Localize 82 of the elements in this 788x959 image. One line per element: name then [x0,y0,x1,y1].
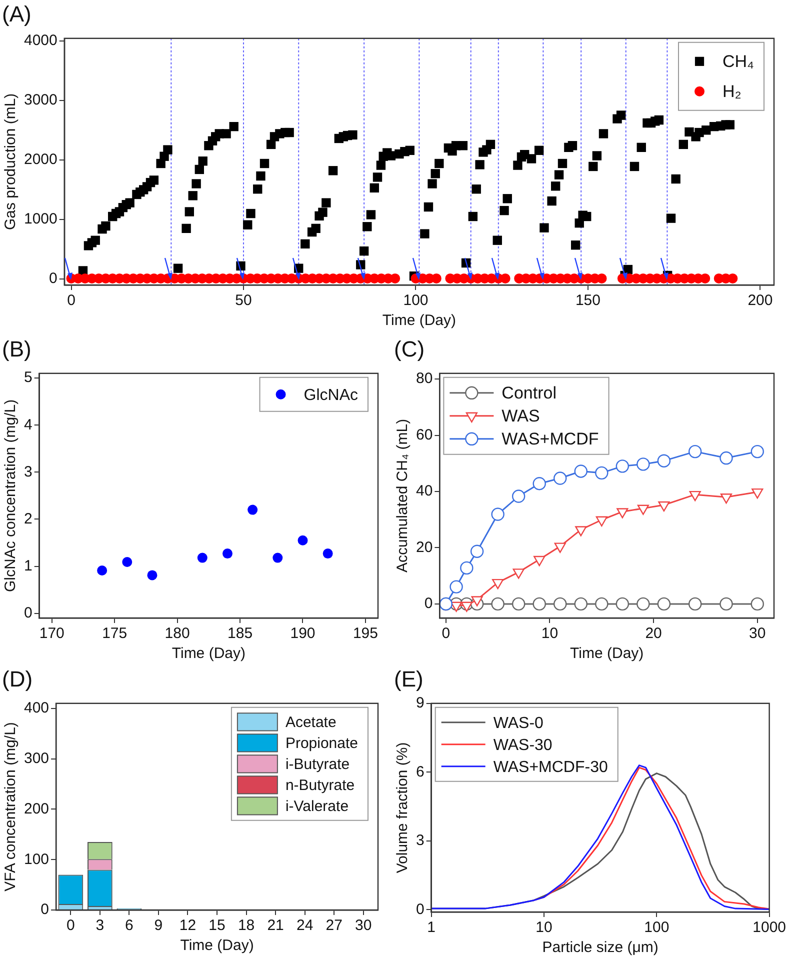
y-axis-title: Volume fraction (%) [394,742,412,874]
x-tick-label: 200 [748,292,773,310]
chart-title: (E) [394,666,424,692]
x-axis-title: Time (Day) [180,937,254,954]
x-axis-title: Time (Day) [382,312,456,330]
legend-label: WAS [502,406,540,426]
x-tick-label: 10 [536,919,552,936]
x-tick-label: 185 [228,625,253,642]
y-tick-label: 300 [24,750,50,767]
legend-label: n-Butyrate [285,777,355,794]
y-tick-label: 5 [24,369,32,386]
x-tick-label: 50 [235,292,252,310]
y-tick-label: 80 [416,370,433,388]
x-tick-label: 24 [296,917,314,934]
x-tick-label: 30 [749,625,766,642]
legend-label: i-Butyrate [285,756,350,774]
legend-label: CH₄ [722,52,754,72]
y-tick-label: 9 [416,694,424,712]
chart-title: (B) [2,336,32,362]
legend-label: WAS+MCDF [502,430,599,449]
legend-label: Acetate [285,714,336,732]
y-tick-label: 3 [416,832,424,850]
x-tick-label: 10 [541,625,558,642]
y-tick-label: 400 [24,700,50,717]
legend-label: H₂ [722,82,742,102]
x-tick-label: 180 [164,625,190,642]
x-tick-label: 12 [179,917,196,934]
y-tick-label: 4 [24,416,32,434]
y-tick-label: 20 [416,538,433,556]
y-tick-label: 0 [24,604,32,622]
legend-label: Control [502,384,556,403]
x-tick-label: 195 [352,625,378,642]
y-tick-label: 60 [416,426,433,444]
x-axis-title: Time (Day) [172,645,246,662]
y-tick-label: 2 [24,510,32,528]
x-tick-label: 27 [326,917,342,934]
y-tick-label: 2000 [24,151,58,168]
y-tick-label: 1000 [24,210,58,228]
x-axis-title: Time (Day) [570,645,644,662]
x-tick-label: 20 [645,625,662,642]
x-tick-label: 21 [267,917,284,934]
x-tick-label: 9 [154,917,163,934]
legend-label: WAS-0 [493,714,544,732]
y-tick-label: 3 [24,463,32,480]
x-tick-label: 3 [96,917,104,934]
y-axis-title: GlcNAc concentration (mg/L) [2,399,20,592]
x-axis-title: Particle size (μm) [542,939,658,956]
y-tick-label: 0 [49,270,58,288]
legend-label: Propionate [285,735,358,752]
y-tick-label: 1 [24,557,32,574]
y-tick-label: 3000 [24,91,58,108]
x-tick-label: 15 [208,917,226,934]
y-tick-label: 100 [24,850,50,868]
y-tick-label: 200 [24,800,50,818]
legend-label: WAS-30 [493,736,552,754]
y-axis-title: Gas production (mL) [2,93,20,230]
chart-title: (C) [394,336,425,362]
legend-label: GlcNAc [304,386,358,404]
chart-title: (A) [2,1,32,26]
y-tick-label: 6 [416,763,424,780]
y-tick-label: 0 [40,901,50,918]
x-tick-label: 1000 [752,919,786,936]
legend-label: i-Valerate [285,798,349,816]
chart-title: (D) [2,666,33,692]
legend-label: WAS+MCDF-30 [493,758,608,776]
y-tick-label: 0 [424,595,433,612]
y-axis-title: Accumulated CH₄ (mL) [394,418,412,573]
x-tick-label: 190 [290,625,316,642]
x-tick-label: 30 [355,917,372,934]
x-tick-label: 6 [125,917,134,934]
x-tick-label: 170 [39,625,64,642]
x-tick-label: 0 [442,625,450,642]
x-tick-label: 100 [644,919,670,936]
x-tick-label: 0 [67,292,76,310]
x-tick-label: 175 [102,625,128,642]
x-tick-label: 0 [66,917,75,934]
y-axis-title: VFA concentration (mg/L) [2,722,20,892]
x-tick-label: 150 [575,292,600,310]
y-tick-label: 40 [416,482,433,500]
y-tick-label: 0 [416,900,424,918]
y-tick-label: 4000 [24,32,58,49]
x-tick-label: 18 [238,917,255,934]
